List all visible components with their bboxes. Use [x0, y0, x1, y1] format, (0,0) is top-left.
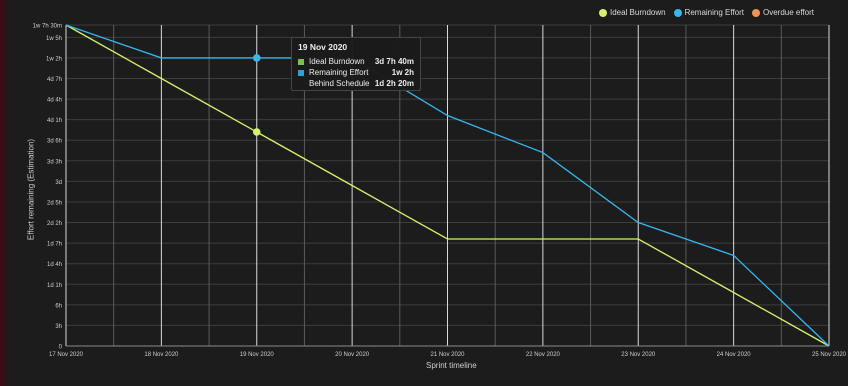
tooltip-swatch-ideal: [298, 58, 304, 65]
y-tick-label: 1d 1h: [47, 283, 62, 289]
y-tick-label: 1w 2h: [46, 56, 62, 62]
x-axis-title: Sprint timeline: [426, 361, 477, 370]
tooltip-row-behind: Behind Schedule 1d 2h 20m: [298, 78, 414, 89]
legend-label-ideal: Ideal Burndown: [609, 8, 666, 17]
tooltip-row-remaining: Remaining Effort 1w 2h: [298, 67, 414, 78]
tooltip-row-ideal: Ideal Burndown 3d 7h 40m: [298, 56, 414, 67]
y-tick-label: 1d 7h: [47, 242, 62, 248]
y-tick-label: 3d: [55, 180, 62, 186]
legend-dot-overdue: [752, 8, 760, 17]
y-tick-label: 6h: [55, 303, 62, 309]
tooltip-value-behind: 1d 2h 20m: [374, 79, 414, 88]
y-tick-label: 3d 6h: [47, 139, 62, 145]
y-tick-label: 3d 3h: [47, 159, 62, 165]
y-tick-label: 2d 2h: [47, 221, 62, 227]
x-tick-label: 23 Nov 2020: [621, 352, 656, 358]
tooltip-swatch-remaining: [298, 69, 304, 76]
series-markers: [65, 24, 830, 347]
tooltip-label-ideal: Ideal Burndown: [309, 57, 365, 66]
x-tick-label: 25 Nov 2020: [812, 352, 847, 358]
x-tick-label: 21 Nov 2020: [430, 352, 465, 358]
burndown-chart: 0 3h 6h 1d 1h 1d 4h 1d 7h 2d 2h 2d 5h 3d 3d 3h 3d …: [33, 24, 847, 359]
tooltip: 19 Nov 2020 Ideal Burndown 3d 7h 40m Rem…: [291, 37, 421, 91]
x-axis-ticks: 17 Nov 2020 18 Nov 2020 19 Nov 2020 20 Nov …: [49, 352, 847, 358]
x-tick-label: 17 Nov 2020: [49, 352, 84, 358]
tooltip-value-remaining: 1w 2h: [391, 68, 414, 77]
x-tick-label: 22 Nov 2020: [526, 352, 561, 358]
legend-label-overdue: Overdue effort: [763, 8, 814, 17]
y-tick-label: 4d 7h: [47, 77, 62, 83]
grid: [65, 24, 830, 347]
x-tick-label: 19 Nov 2020: [240, 352, 275, 358]
legend-item-remaining-effort[interactable]: Remaining Effort: [673, 8, 744, 17]
legend-label-remaining: Remaining Effort: [684, 8, 744, 17]
y-axis-ticks: 0 3h 6h 1d 1h 1d 4h 1d 7h 2d 2h 2d 5h 3d 3d 3h 3d …: [33, 24, 63, 351]
tooltip-swatch-behind: [298, 81, 304, 87]
tooltip-label-remaining: Remaining Effort: [309, 68, 369, 77]
y-tick-label: 4d 1h: [47, 118, 62, 124]
legend: Ideal Burndown Remaining Effort Overdue …: [598, 8, 814, 17]
legend-dot-ideal: [598, 8, 607, 17]
x-tick-label: 20 Nov 2020: [335, 352, 370, 358]
legend-dot-remaining: [673, 8, 682, 17]
tooltip-value-ideal: 3d 7h 40m: [374, 57, 414, 66]
x-tick-label: 18 Nov 2020: [144, 352, 179, 358]
y-tick-label: 4d 4h: [47, 98, 62, 104]
y-tick-label: 2d 5h: [47, 200, 62, 206]
data-point-remaining-effort[interactable]: [252, 54, 261, 62]
tooltip-label-behind: Behind Schedule: [309, 79, 370, 88]
y-tick-label: 3h: [55, 324, 62, 330]
y-axis-title: Effort remaining (Estimation): [26, 138, 36, 241]
tooltip-title: 19 Nov 2020: [298, 42, 348, 52]
y-tick-label: 1d 4h: [47, 262, 62, 268]
legend-item-ideal-burndown[interactable]: Ideal Burndown: [598, 8, 666, 17]
y-tick-label: 1w 7h 30m: [33, 24, 62, 30]
legend-item-overdue-effort[interactable]: Overdue effort: [752, 8, 814, 17]
y-tick-label: 1w 5h: [46, 36, 62, 42]
y-tick-label: 0: [59, 345, 63, 351]
x-tick-label: 24 Nov 2020: [717, 352, 752, 358]
data-point-ideal-burndown[interactable]: [252, 128, 261, 136]
